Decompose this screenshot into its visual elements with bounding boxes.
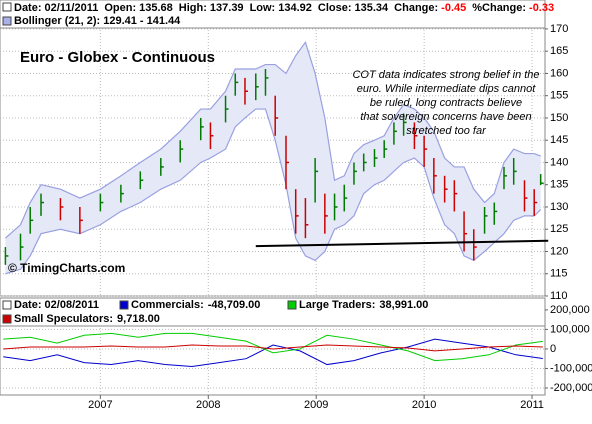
x-tick-label: 2010 — [412, 399, 436, 411]
x-tick-label: 2007 — [88, 399, 112, 411]
y-tick-label: 135 — [550, 179, 568, 191]
info-label: Close: — [318, 2, 352, 14]
icon — [2, 300, 12, 310]
annotation: COT data indicates strong belief in the — [352, 69, 539, 81]
trendline — [255, 239, 549, 248]
annotation: be ruled, long contracts believe — [370, 97, 522, 109]
y-tick-label: 140 — [550, 156, 568, 168]
legend-label: Small Speculators: 9,718.00 — [14, 313, 160, 325]
info-label: Low: — [250, 2, 276, 14]
cot-date: Date: 02/08/2011 — [14, 299, 99, 311]
cot-line — [3, 344, 543, 352]
y-tick-label: 120 — [550, 245, 568, 257]
info-value: 02/11/2011 — [45, 2, 99, 14]
price-header — [0, 0, 546, 29]
info-value: 135.34 — [355, 2, 390, 14]
legend-label: Large Traders: 38,991.00 — [299, 299, 428, 311]
info-value: 134.92 — [278, 2, 312, 14]
y-tick-label: 200,000 — [550, 304, 590, 316]
icon — [2, 2, 12, 12]
info-value: 135.68 — [139, 2, 173, 14]
y-tick-label: 100,000 — [550, 323, 590, 335]
legend-swatch — [119, 300, 129, 310]
annotation: stretched too far — [406, 125, 487, 137]
chart-title: Euro - Globex - Continuous — [20, 49, 215, 66]
y-tick-label: -100,000 — [550, 362, 592, 374]
x-tick-label: 2009 — [304, 399, 328, 411]
price-layer — [0, 0, 549, 297]
cot-header — [0, 297, 546, 327]
legend-value: 9,718.00 — [117, 313, 160, 325]
x-tick-label: 2011 — [520, 399, 544, 411]
legend-value: -48,709.00 — [208, 299, 261, 311]
legend-swatch — [2, 314, 12, 324]
y-tick-label: -200,000 — [550, 382, 592, 394]
y-tick-label: 125 — [550, 223, 568, 235]
legend-name: Large Traders: — [299, 299, 375, 311]
y-tick-label: 115 — [550, 268, 568, 280]
y-tick-label: 110 — [550, 290, 568, 302]
y-tick-label: 0 — [550, 343, 556, 355]
x-tick-label: 2008 — [196, 399, 220, 411]
info-label: High: — [179, 2, 207, 14]
y-tick-label: 160 — [550, 67, 568, 79]
price-info: Date: 02/11/2011 Open: 135.68 High: 137.39 Low… — [14, 2, 554, 14]
cot-line — [3, 332, 543, 362]
cot-line — [3, 338, 543, 368]
info-label: Change: — [394, 2, 438, 14]
legend-swatch — [287, 300, 297, 310]
credit: © TimingCharts.com — [8, 261, 125, 275]
cot-layer — [0, 298, 545, 395]
info-value: 137.39 — [210, 2, 244, 14]
bollinger-label: Bollinger (21, 2): 129.41 - 141.44 — [14, 15, 181, 27]
bollinger-upper — [4, 40, 541, 239]
legend-value: 38,991.00 — [379, 299, 428, 311]
info-value: -0.45 — [441, 2, 466, 14]
info-label: Date: — [14, 2, 42, 14]
info-label: %Change: — [472, 2, 526, 14]
y-tick-label: 170 — [550, 23, 568, 35]
y-tick-label: 130 — [550, 201, 568, 213]
y-tick-label: 145 — [550, 134, 568, 146]
icon — [2, 16, 12, 26]
legend-name: Commercials: — [131, 299, 204, 311]
y-tick-label: 155 — [550, 90, 568, 102]
legend: Commercials: -48,709.00 Large Traders: 38,9… — [2, 299, 428, 325]
legend-label: Commercials: -48,709.00 — [131, 299, 260, 311]
info-value: -0.33 — [529, 2, 554, 14]
annotation: that sovereign concerns have been — [360, 111, 531, 123]
annotation: euro. While intermediate dips cannot — [357, 83, 536, 95]
y-tick-label: 150 — [550, 112, 568, 124]
legend-name: Small Speculators: — [14, 313, 113, 325]
bollinger-lower — [5, 108, 542, 275]
y-tick-label: 165 — [550, 45, 568, 57]
info-label: Open: — [104, 2, 136, 14]
